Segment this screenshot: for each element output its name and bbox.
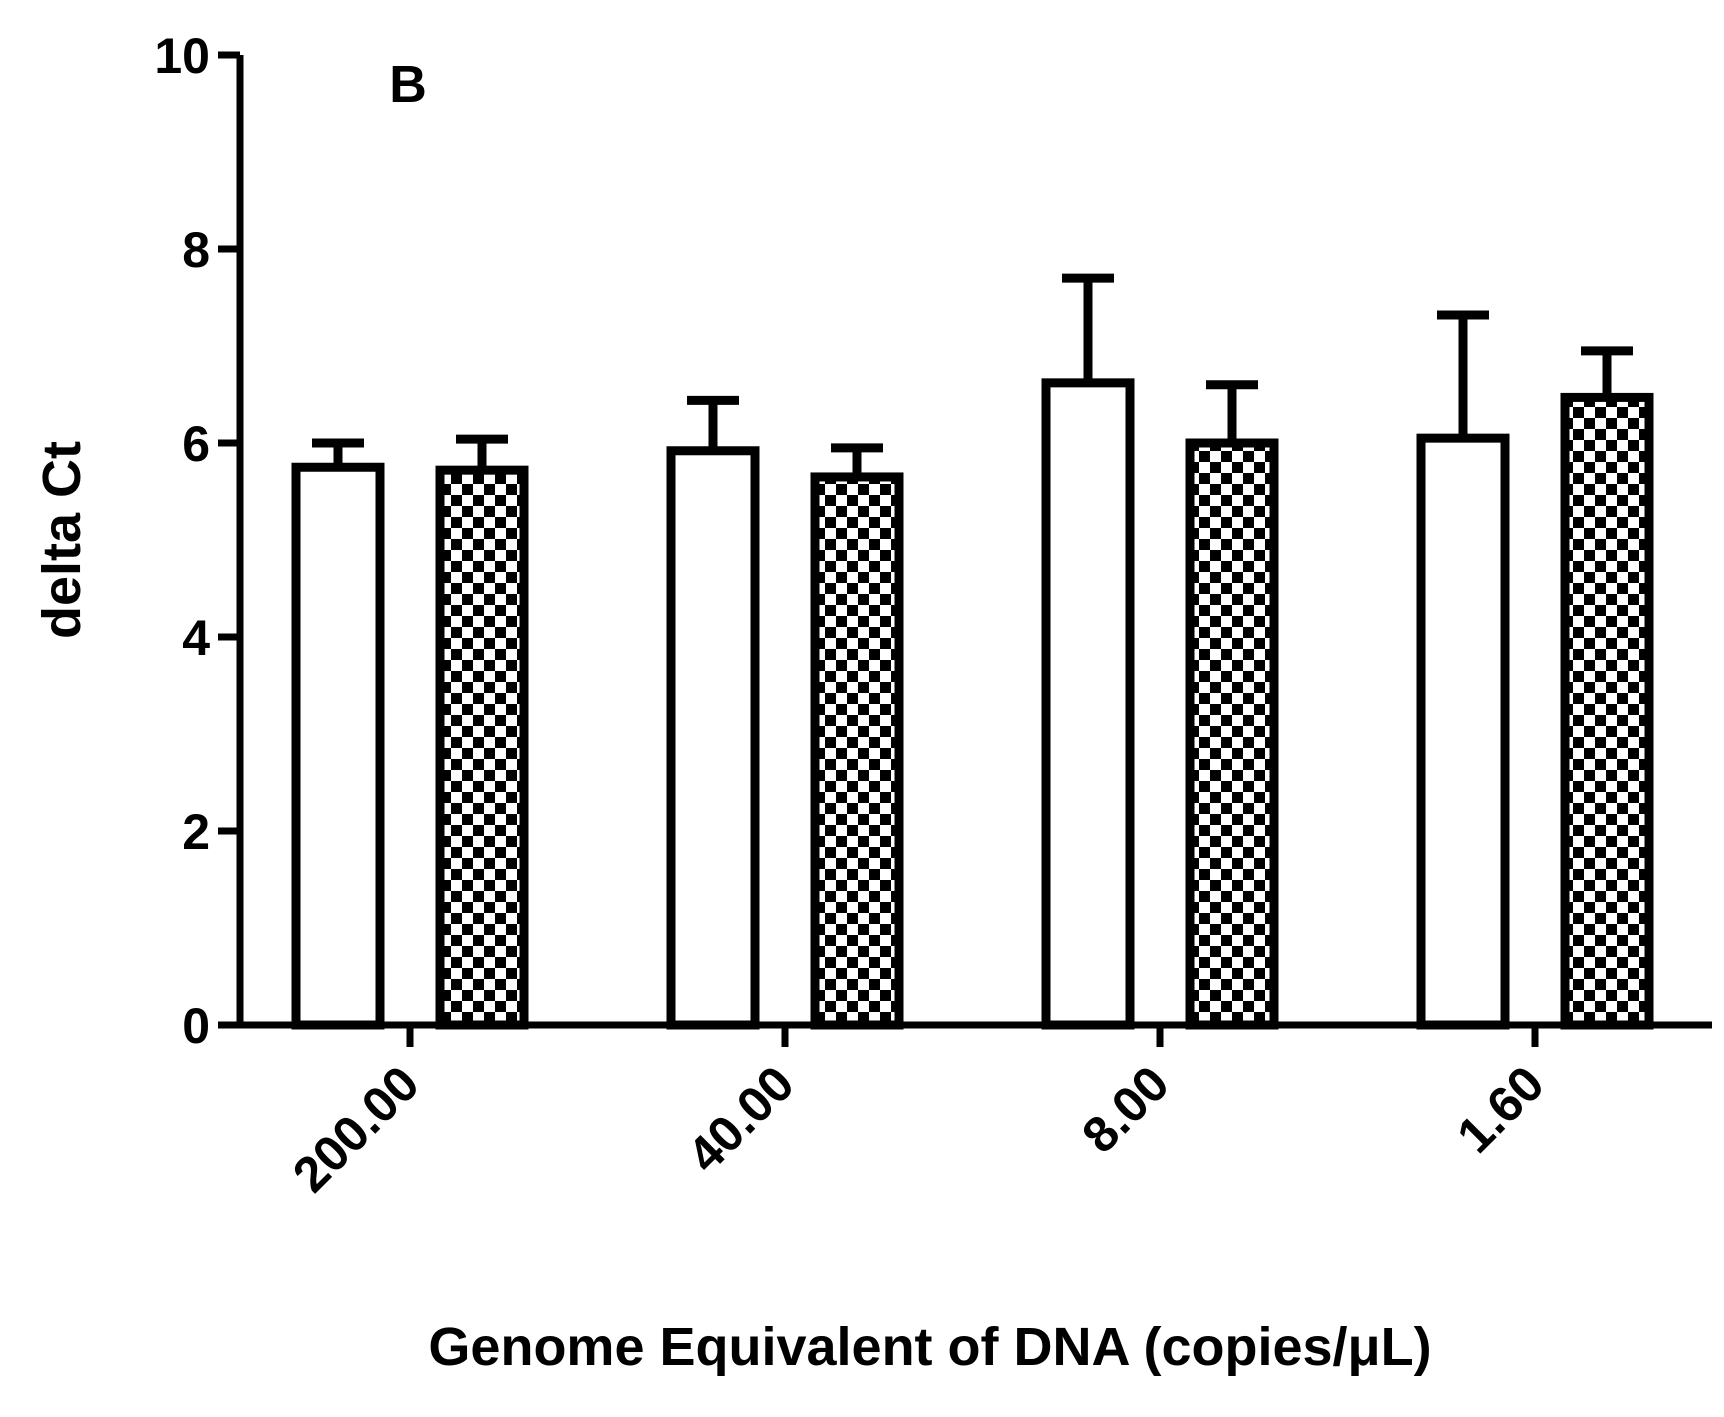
bar	[1560, 392, 1654, 1030]
x-axis-title: Genome Equivalent of DNA (copies/μL)	[428, 1317, 1431, 1377]
x-tick-label: 40.00	[677, 1055, 805, 1183]
x-tick-label: 8.00	[1071, 1055, 1179, 1163]
y-tick-label: 10	[154, 28, 210, 84]
axes-layer	[218, 51, 1712, 1047]
bar	[666, 446, 760, 1030]
bar	[435, 465, 529, 1030]
y-tick-label: 6	[182, 416, 210, 472]
y-tick-label: 4	[182, 610, 210, 666]
bars-layer	[291, 273, 1654, 1030]
y-tick-label: 2	[182, 804, 210, 860]
bar	[1185, 438, 1279, 1030]
bar	[1416, 433, 1510, 1030]
panel-label: B	[389, 56, 427, 114]
bar	[1041, 378, 1135, 1030]
x-tick-label: 1.60	[1446, 1055, 1554, 1163]
y-tick-label: 0	[182, 998, 210, 1054]
y-axis-title: delta Ct	[32, 441, 92, 639]
bar	[291, 462, 385, 1030]
bar	[810, 472, 904, 1030]
y-tick-label: 8	[182, 222, 210, 278]
x-tick-label: 200.00	[282, 1055, 430, 1203]
